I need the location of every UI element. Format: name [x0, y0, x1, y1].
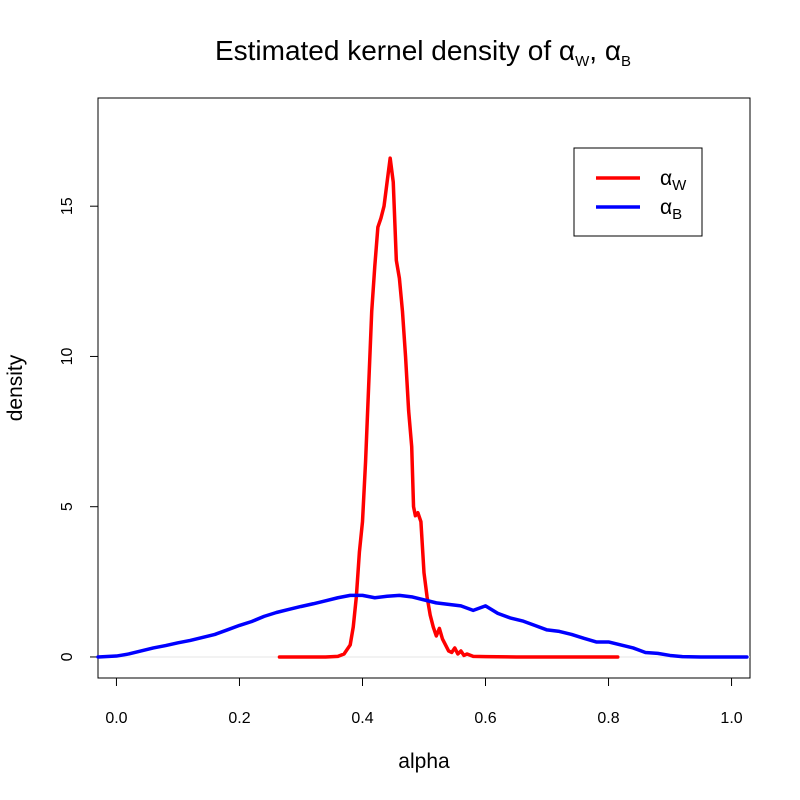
- y-tick-label: 10: [59, 347, 76, 365]
- y-tick-label: 5: [59, 502, 76, 511]
- x-tick-label: 0.4: [351, 710, 373, 727]
- series-line-w: [277, 156, 620, 659]
- x-tick-label: 0.8: [597, 710, 619, 727]
- legend-label: αW: [660, 167, 687, 194]
- x-tick-label: 0.2: [228, 710, 250, 727]
- x-axis-label: alpha: [398, 750, 450, 773]
- x-axis: 0.0 0.2 0.4 0.6 0.8 1.0: [105, 677, 743, 727]
- series-layer: [96, 156, 750, 659]
- y-axis-label: density: [4, 354, 27, 421]
- y-tick-label: 15: [59, 197, 76, 215]
- x-tick-label: 0.6: [474, 710, 496, 727]
- legend-label: αB: [660, 196, 682, 223]
- y-tick-label: 0: [59, 652, 76, 661]
- legend-box: [573, 147, 703, 237]
- series-line-b: [96, 593, 749, 659]
- x-tick-label: 0.0: [105, 710, 127, 727]
- y-axis: 0 5 10 15: [59, 197, 99, 661]
- chart-title: Estimated kernel density of αW, αB: [215, 35, 631, 70]
- x-tick-label: 1.0: [720, 710, 742, 727]
